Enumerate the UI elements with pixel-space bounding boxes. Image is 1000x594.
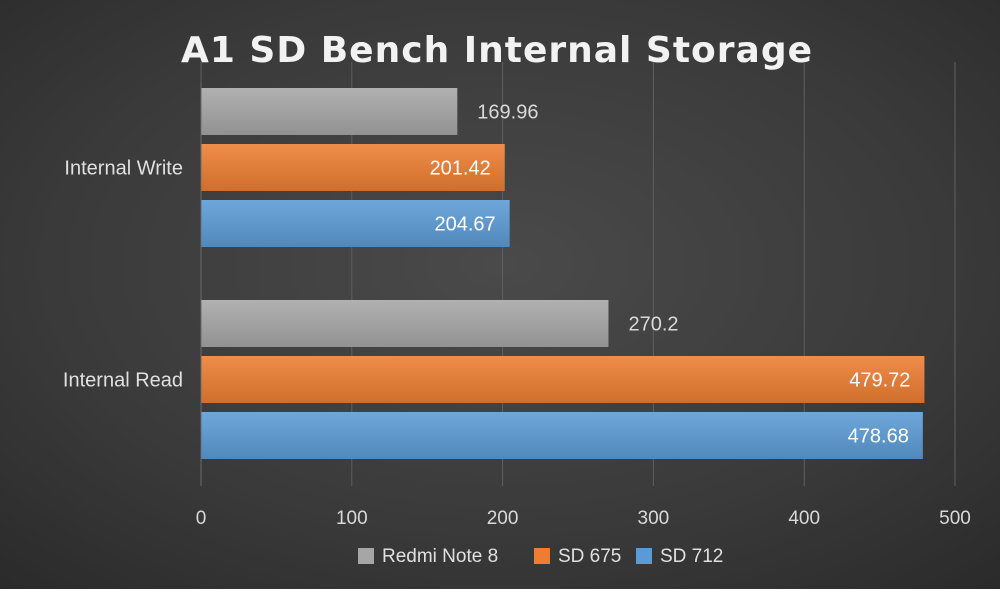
x-tick-label: 0 <box>196 508 207 529</box>
bar-shade <box>201 300 609 347</box>
legend-label: SD 675 <box>558 546 621 567</box>
x-tick-label: 200 <box>487 508 519 529</box>
data-label: 270.2 <box>628 314 678 336</box>
bars <box>201 88 925 459</box>
category-axis: Internal Write Internal Read <box>63 82 202 486</box>
data-label: 478.68 <box>848 426 909 448</box>
x-tick-label: 300 <box>638 508 670 529</box>
data-label: 169.96 <box>477 102 538 124</box>
legend-label: SD 712 <box>660 546 723 567</box>
data-label: 201.42 <box>430 158 491 180</box>
legend: Redmi Note 8 SD 675 SD 712 <box>358 546 723 567</box>
chart-title: A1 SD Bench Internal Storage <box>181 30 813 71</box>
data-labels: 169.96 201.42 204.67 270.2 479.72 478.68 <box>430 102 911 448</box>
data-label: 204.67 <box>434 214 495 236</box>
data-label: 479.72 <box>849 370 910 392</box>
category-label: Internal Write <box>64 158 183 180</box>
value-axis: 0 100 200 300 400 500 <box>196 508 971 529</box>
bar-shade <box>201 88 458 135</box>
bar-shade <box>201 200 510 247</box>
category-label: Internal Read <box>63 370 183 392</box>
bar-shade <box>201 356 925 403</box>
legend-swatch <box>534 548 550 564</box>
bar-shade <box>201 412 923 459</box>
bar-shade <box>201 144 505 191</box>
legend-swatch <box>358 548 374 564</box>
legend-label: Redmi Note 8 <box>382 546 498 567</box>
x-tick-label: 400 <box>788 508 820 529</box>
x-tick-label: 100 <box>336 508 368 529</box>
x-tick-label: 500 <box>939 508 971 529</box>
legend-swatch <box>636 548 652 564</box>
